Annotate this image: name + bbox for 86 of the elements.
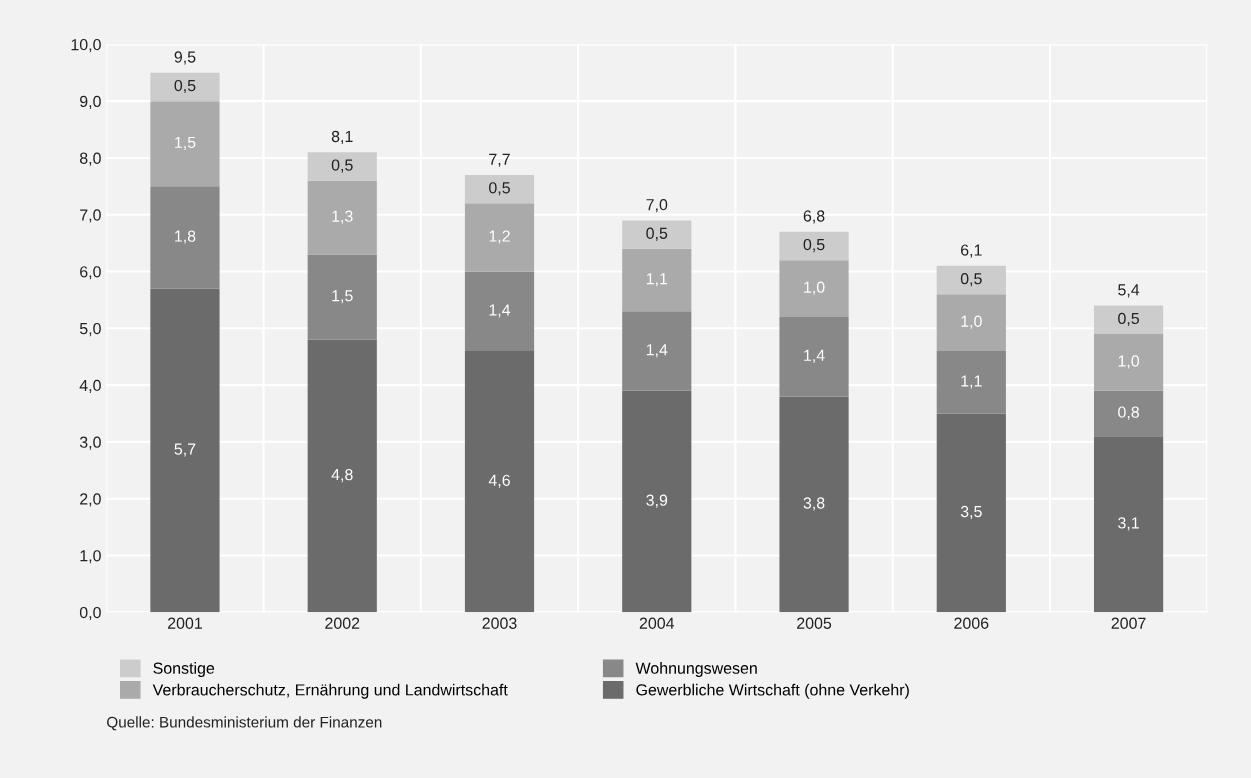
data-label: 4,6 bbox=[488, 474, 510, 488]
data-label: 1,5 bbox=[175, 136, 196, 150]
total-label: 5,4 bbox=[1118, 284, 1140, 298]
bar bbox=[464, 203, 535, 272]
data-label: 1,1 bbox=[646, 273, 668, 287]
bar bbox=[622, 311, 692, 391]
y-tick-label: 6,0 bbox=[80, 266, 101, 280]
data-label: 0,5 bbox=[174, 79, 196, 94]
x-tick-label: 2004 bbox=[639, 617, 675, 629]
y-tick-label: 2,0 bbox=[80, 493, 101, 507]
bar bbox=[307, 180, 377, 255]
data-label: 0,5 bbox=[331, 159, 353, 173]
bar bbox=[307, 254, 377, 340]
data-label: 1,4 bbox=[646, 344, 668, 358]
y-tick-label: 0,0 bbox=[79, 606, 101, 621]
data-label: 0,8 bbox=[1118, 406, 1139, 420]
total-label: 6,8 bbox=[803, 210, 825, 224]
source-note: Quelle: Bundesministerium der Finanzen bbox=[107, 716, 382, 731]
y-tick-label: 4,0 bbox=[79, 379, 101, 393]
data-label: 0,5 bbox=[803, 238, 825, 253]
x-tick-label: 2006 bbox=[954, 617, 989, 629]
total-label: 6,1 bbox=[961, 244, 982, 258]
bar bbox=[307, 152, 377, 181]
data-label: 1,4 bbox=[804, 349, 825, 363]
bar bbox=[779, 231, 849, 261]
x-tick-label: 2002 bbox=[325, 617, 360, 629]
data-label: 1,8 bbox=[175, 230, 196, 244]
x-tick-label: 2007 bbox=[1111, 617, 1146, 629]
legend-label: Wohnungswesen bbox=[635, 662, 757, 678]
bar bbox=[464, 174, 535, 204]
data-label: 4,8 bbox=[331, 468, 353, 483]
data-label: 0,5 bbox=[1118, 312, 1140, 326]
data-label: 0,5 bbox=[960, 273, 982, 287]
legend-label: Gewerbliche Wirtschaft (ohne Verkehr) bbox=[636, 683, 909, 699]
y-tick-label: 5,0 bbox=[79, 322, 101, 337]
data-label: 3,5 bbox=[960, 505, 982, 520]
bar bbox=[936, 294, 1006, 352]
y-tick-label: 8,0 bbox=[79, 152, 101, 166]
bar bbox=[464, 271, 535, 352]
bar bbox=[150, 186, 220, 289]
bar bbox=[936, 265, 1006, 295]
bar bbox=[779, 260, 849, 317]
bar bbox=[464, 351, 535, 613]
y-tick-label: 1,0 bbox=[80, 550, 101, 564]
data-label: 1,0 bbox=[961, 315, 982, 329]
data-label: 1,3 bbox=[332, 210, 353, 224]
data-label: 1,1 bbox=[961, 375, 982, 389]
bar bbox=[622, 248, 692, 312]
y-tick-label: 9,0 bbox=[80, 95, 101, 109]
data-label: 1,0 bbox=[1118, 355, 1140, 369]
bar bbox=[307, 339, 377, 613]
data-label: 3,1 bbox=[1118, 517, 1139, 531]
bar bbox=[779, 396, 849, 613]
bar bbox=[1093, 436, 1164, 613]
total-label: 7,0 bbox=[646, 199, 668, 213]
bar bbox=[150, 288, 220, 613]
y-tick-label: 7,0 bbox=[80, 209, 101, 223]
data-label: 1,2 bbox=[489, 230, 510, 244]
x-tick-label: 2005 bbox=[797, 617, 832, 629]
bar bbox=[1093, 305, 1164, 334]
legend-label: Verbraucherschutz, Ernährung und Landwirtschaft bbox=[152, 683, 508, 699]
legend-label: Sonstige bbox=[153, 662, 215, 678]
data-label: 1,5 bbox=[332, 290, 353, 304]
y-tick-label: 10,0 bbox=[71, 38, 101, 53]
y-tick-label: 3,0 bbox=[79, 436, 101, 450]
data-label: 3,9 bbox=[646, 494, 668, 508]
data-label: 5,7 bbox=[174, 443, 196, 457]
bar bbox=[1093, 390, 1164, 437]
x-tick-label: 2001 bbox=[168, 617, 202, 629]
data-label: 1,4 bbox=[489, 304, 511, 318]
bar bbox=[779, 316, 849, 397]
bar bbox=[936, 413, 1006, 613]
data-label: 3,8 bbox=[803, 497, 825, 511]
bar bbox=[936, 351, 1006, 414]
total-label: 7,7 bbox=[489, 153, 510, 167]
total-label: 9,5 bbox=[174, 51, 196, 65]
total-label: 8,1 bbox=[331, 130, 353, 145]
bar bbox=[150, 72, 220, 102]
data-label: 0,5 bbox=[489, 182, 510, 196]
bar bbox=[1093, 334, 1164, 391]
bar bbox=[622, 220, 692, 249]
data-label: 1,0 bbox=[804, 281, 825, 295]
x-tick-label: 2003 bbox=[482, 617, 517, 629]
data-label: 0,5 bbox=[646, 227, 668, 241]
bar bbox=[622, 390, 692, 613]
bar bbox=[150, 101, 220, 187]
